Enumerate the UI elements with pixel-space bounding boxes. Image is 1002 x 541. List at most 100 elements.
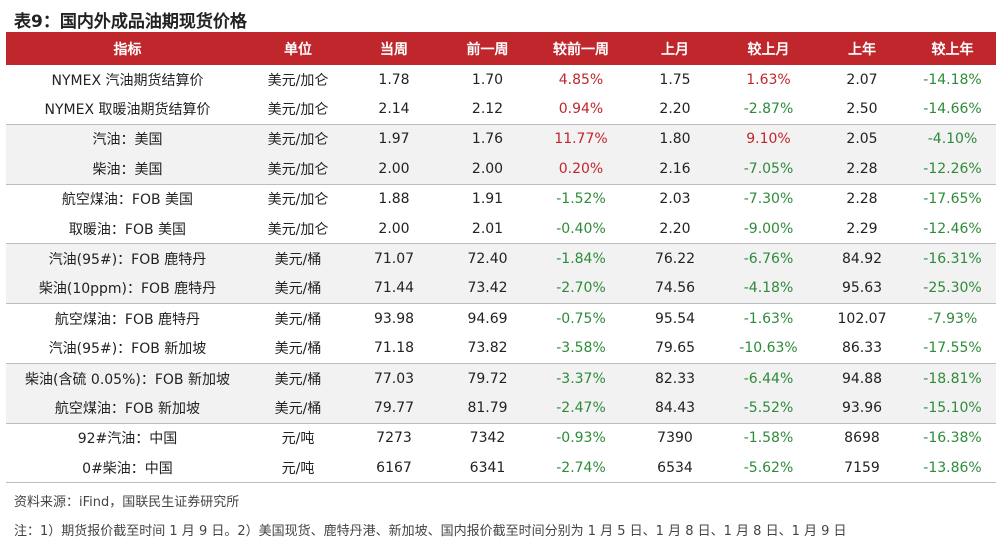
table-row: 柴油：美国 美元/加仑 2.00 2.00 0.20% 2.16 -7.05% 2.28 -12… — [6, 154, 996, 185]
wow-cell: -1.52% — [534, 183, 628, 214]
wow-cell: 0.20% — [534, 154, 628, 185]
current-week-cell: 93.98 — [347, 303, 441, 334]
prev-year-cell: 7159 — [815, 453, 909, 484]
prev-year-cell: 8698 — [815, 422, 909, 454]
header-mom: 较上月 — [722, 32, 815, 65]
yoy-cell: -18.81% — [909, 362, 996, 394]
prev-month-cell: 79.65 — [654, 340, 696, 357]
prev-month-cell: 95.54 — [628, 303, 722, 334]
prev-week-cell: 2.01 — [471, 220, 504, 237]
yoy-cell: -17.65% — [909, 183, 996, 214]
header-prev-week: 前一周 — [441, 32, 534, 65]
current-week-cell: 7273 — [347, 422, 441, 454]
prev-month-cell: 2.20 — [659, 101, 691, 118]
current-week-cell: 71.18 — [373, 340, 415, 357]
table-row: 柴油(10ppm)：FOB 鹿特丹 美元/桶 71.44 73.42 -2.70% 74.… — [6, 273, 996, 304]
current-week-cell: 1.88 — [347, 183, 441, 214]
mom-cell: -2.87% — [743, 101, 794, 118]
mom-cell: -7.05% — [722, 154, 815, 185]
yoy-cell: -4.10% — [909, 123, 996, 155]
unit-cell: 美元/桶 — [274, 341, 322, 358]
unit-cell: 美元/加仑 — [249, 183, 347, 214]
unit-cell: 元/吨 — [249, 422, 347, 454]
unit-cell: 美元/加仑 — [249, 154, 347, 185]
wow-cell: 0.94% — [558, 101, 604, 118]
header-unit: 单位 — [249, 32, 347, 65]
mom-cell: 9.10% — [722, 123, 815, 155]
yoy-cell: -16.31% — [909, 243, 996, 274]
prev-week-cell: 79.72 — [441, 362, 534, 394]
prev-week-cell: 81.79 — [441, 393, 534, 424]
prev-month-cell: 2.03 — [628, 183, 722, 214]
table-row: 航空煤油：FOB 新加坡 美元/桶 79.77 81.79 -2.47% 84.43 -5.… — [6, 393, 996, 424]
table-row: 汽油：美国 美元/加仑 1.97 1.76 11.77% 1.80 9.10% 2.05 -4.… — [6, 123, 996, 155]
current-week-cell: 2.00 — [347, 154, 441, 185]
prev-month-cell: 82.33 — [628, 362, 722, 394]
wow-cell: 11.77% — [534, 123, 628, 155]
mom-cell: -5.52% — [722, 393, 815, 424]
wow-cell: -2.70% — [534, 273, 628, 304]
yoy-cell: -25.30% — [909, 273, 996, 304]
prev-year-cell: 86.33 — [841, 340, 883, 357]
prev-year-cell: 2.28 — [815, 183, 909, 214]
footnote: 注：1）期货报价截至时间 1 月 9 日。2）美国现货、鹿特丹港、新加坡、国内报… — [14, 524, 847, 539]
current-week-cell: 2.00 — [378, 220, 410, 237]
indicator-cell: 汽油(95#)：FOB 鹿特丹 — [6, 243, 249, 274]
prev-week-cell: 94.69 — [441, 303, 534, 334]
unit-cell: 美元/加仑 — [267, 72, 329, 89]
table-row: 汽油(95#)：FOB 鹿特丹 美元/桶 71.07 72.40 -1.84% 76.22… — [6, 243, 996, 274]
header-indicator: 指标 — [6, 32, 249, 65]
prev-week-cell: 73.82 — [467, 340, 508, 357]
indicator-cell: 航空煤油：FOB 新加坡 — [6, 393, 249, 424]
indicator-cell: 0#柴油：中国 — [6, 453, 249, 484]
prev-month-cell: 84.43 — [628, 393, 722, 424]
current-week-cell: 77.03 — [347, 362, 441, 394]
wow-cell: -2.47% — [534, 393, 628, 424]
mom-cell: 1.63% — [746, 71, 791, 88]
prev-week-cell: 72.40 — [441, 243, 534, 274]
prev-year-cell: 95.63 — [815, 273, 909, 304]
indicator-cell: NYMEX 取暖油期货结算价 — [44, 102, 211, 119]
header-current-week: 当周 — [347, 32, 441, 65]
wow-cell: -0.93% — [534, 422, 628, 454]
mom-cell: -1.63% — [722, 303, 815, 334]
prev-month-cell: 6534 — [628, 453, 722, 484]
prev-week-cell: 1.70 — [471, 71, 504, 88]
unit-cell: 美元/加仑 — [267, 102, 329, 119]
prev-year-cell: 2.05 — [815, 123, 909, 155]
mom-cell: -7.30% — [722, 183, 815, 214]
table-row: 0#柴油：中国 元/吨 6167 6341 -2.74% 6534 -5.62% 7159 -1… — [6, 453, 996, 484]
prev-year-cell: 2.29 — [846, 220, 878, 237]
yoy-cell: -14.66% — [923, 101, 982, 118]
table-row: 柴油(含硫 0.05%)：FOB 新加坡 美元/桶 77.03 79.72 -3.37%… — [6, 362, 996, 394]
unit-cell: 美元/加仑 — [267, 221, 329, 238]
indicator-cell: 汽油：美国 — [6, 123, 249, 155]
prev-month-cell: 7390 — [628, 422, 722, 454]
mom-cell: -1.58% — [722, 422, 815, 454]
source-note: 资料来源：iFind，国联民生证券研究所 — [14, 495, 240, 510]
wow-cell: -0.75% — [534, 303, 628, 334]
table-row: 航空煤油：FOB 美国 美元/加仑 1.88 1.91 -1.52% 2.03 -7.30%… — [6, 183, 996, 214]
wow-cell: -0.40% — [556, 220, 606, 237]
prev-week-cell: 6341 — [441, 453, 534, 484]
current-week-cell: 2.14 — [378, 101, 410, 118]
indicator-cell: 柴油(10ppm)：FOB 鹿特丹 — [6, 273, 249, 304]
prev-year-cell: 102.07 — [815, 303, 909, 334]
current-week-cell: 71.44 — [347, 273, 441, 304]
header-yoy: 较上年 — [909, 32, 996, 65]
indicator-cell: 航空煤油：FOB 美国 — [6, 183, 249, 214]
yoy-cell: -13.86% — [909, 453, 996, 484]
prev-week-cell: 73.42 — [441, 273, 534, 304]
indicator-cell: 92#汽油：中国 — [6, 422, 249, 454]
header-row: 指标 单位 当周 前一周 较前一周 上月 较上月 上年 较上年 — [6, 32, 996, 65]
unit-cell: 美元/加仑 — [249, 123, 347, 155]
unit-cell: 美元/桶 — [249, 362, 347, 394]
header-prev-month: 上月 — [628, 32, 722, 65]
price-table: 指标 单位 当周 前一周 较前一周 上月 较上月 上年 较上年 NYMEX 汽油… — [6, 32, 996, 484]
indicator-cell: 柴油(含硫 0.05%)：FOB 新加坡 — [6, 362, 249, 394]
unit-cell: 美元/桶 — [249, 273, 347, 304]
yoy-cell: -14.18% — [923, 71, 982, 88]
prev-year-cell: 94.88 — [815, 362, 909, 394]
yoy-cell: -12.26% — [909, 154, 996, 185]
prev-year-cell: 2.28 — [815, 154, 909, 185]
